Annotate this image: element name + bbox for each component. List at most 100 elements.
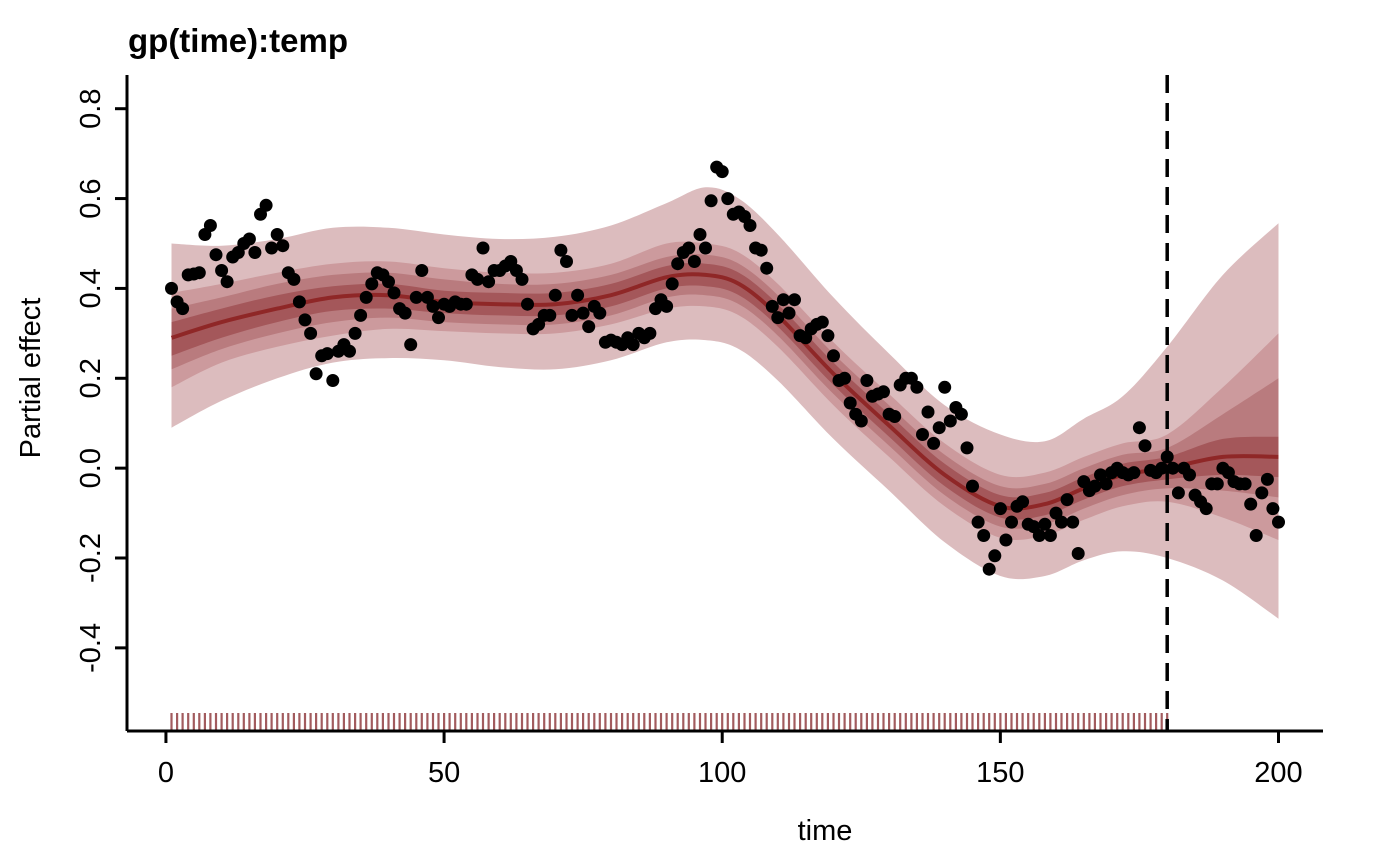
data-point bbox=[560, 255, 573, 268]
y-tick-label: 0.2 bbox=[75, 358, 107, 398]
data-point bbox=[203, 219, 217, 232]
data-point bbox=[415, 264, 429, 277]
data-point bbox=[776, 293, 790, 307]
data-point bbox=[1055, 515, 1068, 529]
data-point bbox=[1199, 502, 1213, 516]
credible-interval-bands bbox=[171, 187, 1279, 619]
data-point bbox=[699, 241, 712, 255]
data-point bbox=[404, 338, 418, 352]
data-point bbox=[921, 405, 935, 419]
data-point bbox=[270, 228, 284, 241]
data-point bbox=[943, 414, 957, 428]
data-point bbox=[643, 326, 657, 340]
data-point bbox=[298, 313, 312, 327]
data-point bbox=[754, 243, 768, 257]
data-point bbox=[382, 275, 395, 289]
y-axis-label: Partial effect bbox=[15, 298, 47, 459]
data-point bbox=[854, 414, 868, 428]
data-point bbox=[788, 293, 801, 307]
data-point bbox=[671, 257, 685, 271]
data-point bbox=[176, 302, 190, 316]
data-point bbox=[365, 277, 379, 291]
data-point bbox=[1038, 517, 1052, 531]
data-point bbox=[215, 264, 229, 277]
data-point bbox=[660, 299, 674, 313]
data-point bbox=[348, 326, 362, 340]
data-point bbox=[971, 515, 985, 529]
data-point bbox=[843, 396, 857, 410]
data-point bbox=[1272, 515, 1285, 529]
data-point bbox=[593, 306, 607, 320]
data-point bbox=[838, 371, 852, 385]
y-tick-label: -0.2 bbox=[75, 533, 107, 583]
data-point bbox=[359, 290, 373, 304]
data-point bbox=[765, 299, 779, 313]
x-tick-label: 50 bbox=[428, 757, 460, 789]
data-point bbox=[276, 239, 290, 253]
data-point bbox=[999, 533, 1013, 547]
data-point bbox=[743, 219, 757, 232]
data-point bbox=[459, 297, 473, 311]
axes: 0 50 100 150 200 -0.4 -0.2 0.0 0.2 0.4 0.6 0.8 bbox=[75, 75, 1323, 789]
data-point bbox=[343, 344, 356, 358]
data-point bbox=[209, 248, 223, 262]
data-point bbox=[760, 261, 774, 275]
data-point bbox=[687, 255, 701, 268]
data-point bbox=[1088, 479, 1102, 493]
data-point bbox=[1071, 547, 1085, 560]
data-point bbox=[771, 311, 785, 325]
data-point bbox=[192, 266, 206, 280]
data-point bbox=[715, 165, 729, 179]
data-point bbox=[860, 374, 874, 387]
x-tick-label: 0 bbox=[158, 757, 174, 789]
data-point bbox=[938, 380, 952, 394]
data-point bbox=[782, 306, 796, 320]
data-point bbox=[1138, 439, 1152, 453]
data-point bbox=[165, 281, 178, 295]
data-point bbox=[543, 308, 557, 322]
observed-points bbox=[165, 160, 1285, 576]
data-point bbox=[354, 308, 368, 322]
data-point bbox=[977, 529, 991, 542]
y-tick-label: 0.4 bbox=[75, 268, 107, 308]
data-point bbox=[409, 290, 423, 304]
data-point bbox=[565, 308, 579, 322]
data-point bbox=[387, 286, 401, 300]
data-point bbox=[326, 374, 340, 387]
data-point bbox=[1210, 477, 1224, 491]
data-point bbox=[571, 288, 585, 302]
y-tick-label: -0.4 bbox=[75, 623, 107, 673]
y-tick-label: 0.6 bbox=[75, 178, 107, 218]
data-point bbox=[320, 347, 334, 361]
data-point bbox=[1171, 486, 1185, 500]
data-point bbox=[982, 562, 996, 576]
data-point bbox=[265, 241, 279, 255]
data-point bbox=[821, 329, 835, 343]
data-point bbox=[482, 275, 496, 289]
data-point bbox=[1043, 529, 1057, 542]
data-point bbox=[1005, 515, 1018, 529]
data-point bbox=[1155, 461, 1169, 475]
y-tick-label: 0.0 bbox=[75, 448, 107, 488]
data-point bbox=[927, 436, 941, 450]
x-tick-label: 100 bbox=[698, 757, 746, 789]
data-point bbox=[1249, 529, 1263, 542]
data-point bbox=[398, 306, 412, 320]
data-point bbox=[721, 192, 735, 206]
data-point bbox=[476, 241, 490, 255]
data-point bbox=[515, 272, 529, 286]
data-point bbox=[576, 306, 590, 320]
data-point bbox=[704, 194, 718, 208]
data-point bbox=[693, 228, 707, 241]
data-point bbox=[1255, 486, 1269, 500]
data-point bbox=[1099, 477, 1113, 491]
data-point bbox=[815, 315, 829, 329]
data-point bbox=[432, 311, 445, 325]
data-point bbox=[1132, 421, 1146, 435]
data-point bbox=[966, 479, 979, 493]
data-point bbox=[248, 246, 262, 259]
x-axis-label: time bbox=[798, 815, 853, 847]
y-tick-label: 0.8 bbox=[75, 89, 107, 129]
data-point bbox=[1066, 515, 1080, 529]
